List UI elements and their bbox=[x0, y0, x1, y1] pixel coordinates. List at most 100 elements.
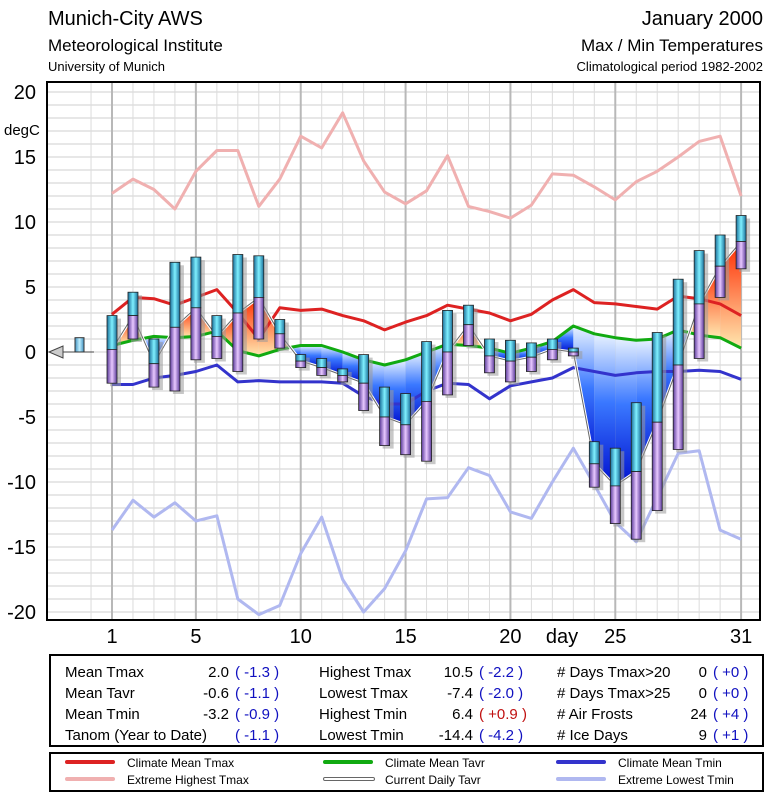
y-tick-label: -10 bbox=[7, 472, 36, 494]
legend: Climate Mean Tmax Climate Mean Tavr Clim… bbox=[49, 752, 764, 792]
tmax-bar bbox=[400, 393, 411, 426]
tmin-bar bbox=[337, 374, 349, 383]
stat-label: # Ice Days bbox=[557, 727, 628, 744]
tmax-bar bbox=[421, 341, 432, 402]
tmax-bar bbox=[337, 368, 349, 376]
stat-value: 0 bbox=[698, 664, 707, 681]
tmin-bar bbox=[253, 296, 265, 340]
tmax-bar bbox=[463, 304, 474, 326]
tmin-bar bbox=[526, 356, 537, 372]
x-axis-label: day bbox=[546, 626, 578, 648]
stat-value: 6.4 bbox=[452, 706, 473, 723]
tanom-arrow-icon bbox=[47, 345, 64, 359]
stat-anomaly: ( +0 ) bbox=[713, 664, 749, 681]
stat-value: 9 bbox=[698, 727, 707, 744]
tmax-bar bbox=[442, 309, 453, 353]
stat-value: -0.6 bbox=[203, 685, 229, 702]
tmax-bar bbox=[714, 234, 726, 267]
tmax-bar bbox=[169, 261, 181, 328]
tmin-bar bbox=[567, 351, 579, 357]
stat-value: 10.5 bbox=[443, 664, 473, 681]
legend-label: Current Daily Tavr bbox=[385, 773, 481, 787]
month-title: January 2000 bbox=[641, 8, 763, 30]
tmax-bar bbox=[127, 291, 139, 317]
tmin-bar bbox=[672, 364, 684, 450]
tmin-bar bbox=[442, 351, 453, 396]
institute-title: Meteorological Institute bbox=[48, 36, 223, 55]
stat-label: # Days Tmax>20 bbox=[557, 664, 671, 681]
stat-label: # Days Tmax>25 bbox=[557, 685, 671, 702]
tmin-bar bbox=[190, 307, 202, 361]
legend-label: Climate Mean Tavr bbox=[385, 756, 485, 770]
y-tick-label: 10 bbox=[14, 212, 36, 234]
tmin-bar bbox=[505, 360, 516, 383]
stat-anomaly: ( -1.3 ) bbox=[235, 664, 280, 681]
stat-label: Mean Tmin bbox=[65, 706, 140, 723]
y-tick-label: 0 bbox=[25, 342, 36, 364]
tmin-bar bbox=[316, 367, 328, 376]
tmax-bar bbox=[211, 315, 223, 337]
x-tick-label: 5 bbox=[190, 626, 201, 648]
tmin-bar bbox=[169, 326, 181, 392]
legend-label: Extreme Highest Tmax bbox=[127, 773, 249, 787]
legend-label: Extreme Lowest Tmin bbox=[618, 773, 734, 787]
stat-value: -14.4 bbox=[438, 727, 473, 744]
tmin-bar bbox=[735, 241, 747, 270]
tmax-bar bbox=[106, 315, 118, 350]
tmax-bar bbox=[253, 255, 265, 298]
legend-swatch-clim-tmax bbox=[65, 760, 115, 764]
tmin-bar bbox=[358, 382, 370, 411]
stat-anomaly: ( -2.0 ) bbox=[479, 685, 524, 702]
x-tick-label: 31 bbox=[730, 626, 752, 648]
x-tick-label: 20 bbox=[499, 626, 521, 648]
tmin-bar bbox=[714, 265, 726, 298]
tmax-bar bbox=[526, 342, 537, 358]
x-tick-label: 15 bbox=[394, 626, 416, 648]
tmin-bar bbox=[400, 424, 411, 456]
tmax-bar bbox=[295, 354, 307, 362]
tmin-bar bbox=[274, 333, 286, 349]
plot-frame bbox=[46, 81, 761, 621]
tmax-bar bbox=[316, 358, 328, 369]
period-title: Climatological period 1982-2002 bbox=[576, 59, 763, 74]
x-axis-label-bg bbox=[538, 625, 586, 649]
tmax-bar bbox=[630, 402, 642, 473]
stat-anomaly: ( -0.9 ) bbox=[235, 706, 280, 723]
y-tick-label: 20 bbox=[14, 82, 36, 104]
stat-value: 0 bbox=[698, 685, 707, 702]
stat-anomaly: ( -1.1 ) bbox=[235, 685, 280, 702]
legend-swatch-clim-tmin bbox=[556, 760, 606, 764]
x-tick-label: 1 bbox=[106, 626, 117, 648]
x-tick-label: 25 bbox=[604, 626, 626, 648]
climate-mean-tmax-line bbox=[111, 288, 742, 341]
stat-label: Mean Tmax bbox=[65, 664, 144, 681]
tmin-bar bbox=[127, 315, 139, 340]
tmax-bar bbox=[693, 250, 705, 305]
legend-label: Climate Mean Tmax bbox=[127, 756, 235, 770]
stat-anomaly: ( -2.2 ) bbox=[479, 664, 524, 681]
tmin-bar bbox=[693, 303, 705, 359]
stat-anomaly: ( -4.2 ) bbox=[479, 727, 524, 744]
tmax-bar bbox=[651, 332, 663, 423]
legend-swatch-extreme-low bbox=[556, 777, 606, 781]
tmax-bar bbox=[358, 354, 370, 384]
stat-anomaly: ( +0 ) bbox=[713, 685, 749, 702]
tmax-bar bbox=[567, 347, 579, 353]
y-tick-label: -20 bbox=[7, 602, 36, 624]
tmin-bar bbox=[148, 363, 160, 388]
stats-panel: Mean Tmax 2.0 ( -1.3 ) Mean Tavr -0.6 ( … bbox=[49, 654, 764, 747]
daily-bars bbox=[106, 215, 751, 543]
stat-label: Tanom (Year to Date) bbox=[65, 727, 208, 744]
legend-swatch-clim-tavr bbox=[323, 760, 373, 764]
tmax-bar bbox=[232, 254, 244, 314]
stat-anomaly: ( +0.9 ) bbox=[479, 706, 527, 723]
legend-swatch-extreme-high bbox=[65, 777, 115, 781]
tmin-bar bbox=[651, 421, 663, 512]
tmax-bar bbox=[505, 339, 516, 362]
stat-value: 2.0 bbox=[208, 664, 229, 681]
tmin-bar bbox=[546, 348, 558, 361]
tmin-bar bbox=[232, 312, 244, 372]
tmin-bar bbox=[421, 400, 432, 462]
stat-label: Lowest Tmax bbox=[319, 685, 408, 702]
